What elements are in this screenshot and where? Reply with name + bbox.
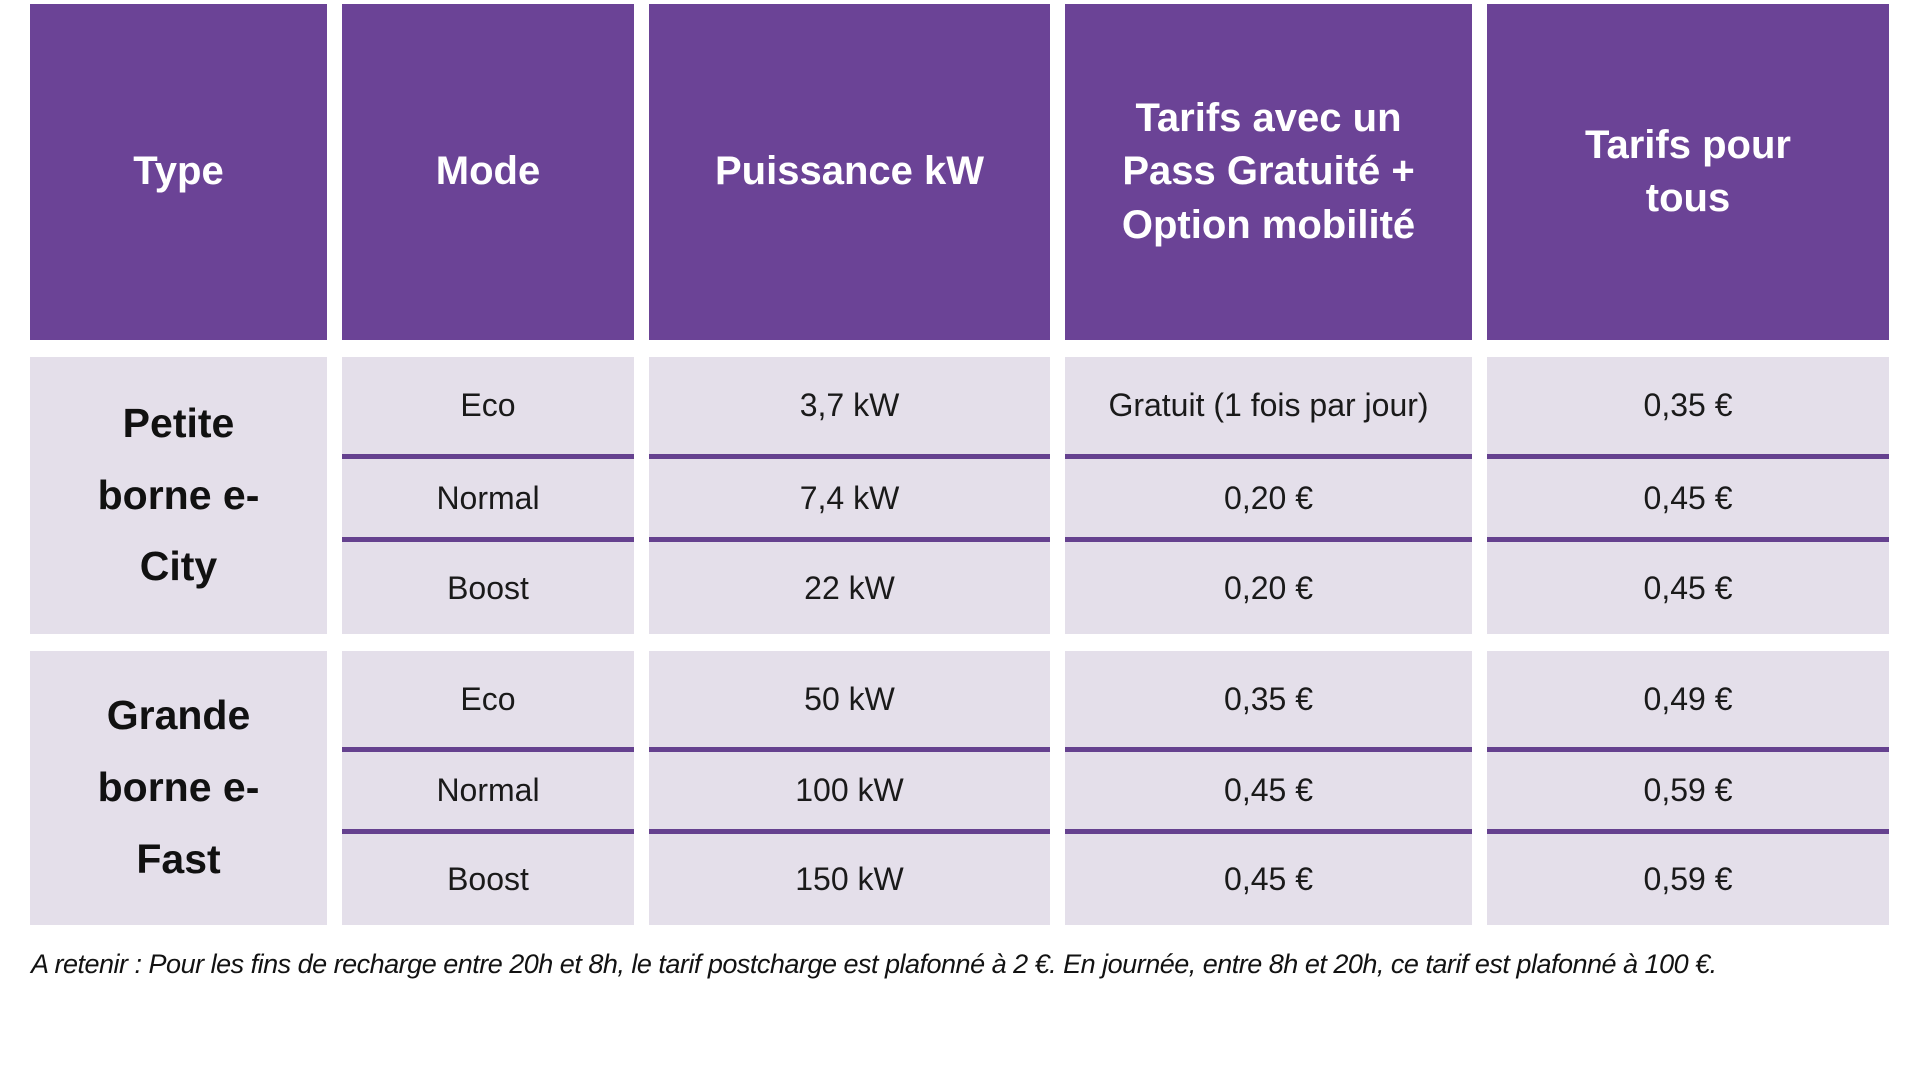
header-cell-tarifs-tous: Tarifs pour tous (1487, 4, 1889, 340)
table-cell-power: 50 kW (649, 651, 1050, 753)
header-cell-mode: Mode (342, 4, 634, 340)
mode-column-efast: Eco Normal Boost (342, 651, 634, 925)
type-label-ecity: Petite borne e-City (97, 399, 260, 590)
tarif-tous-column-ecity: 0,35 € 0,45 € 0,45 € (1487, 357, 1889, 634)
table-cell-mode: Boost (447, 861, 529, 898)
table-cell-mode: Eco (342, 357, 634, 460)
power-column-ecity: 3,7 kW 7,4 kW 22 kW (649, 357, 1050, 634)
table-cell-mode: Boost (447, 569, 529, 606)
tarif-pass-column-ecity: Gratuit (1 fois par jour) 0,20 € 0,20 € (1065, 357, 1472, 634)
table-cell-tarif-pass: 0,20 € (1065, 459, 1472, 543)
table-cell-tarif-tous: 0,45 € (1643, 569, 1733, 606)
table-cell-power: 7,4 kW (649, 459, 1050, 543)
header-label-tarifs-tous: Tarifs pour tous (1585, 122, 1791, 220)
table-cell-tarif-tous: 0,49 € (1487, 651, 1889, 753)
table-cell-mode: Normal (342, 752, 634, 835)
table-cell-power: 22 kW (804, 569, 895, 606)
type-cell-efast: Grande borne e-Fast (30, 651, 327, 925)
table-cell-tarif-pass: 0,45 € (1224, 861, 1313, 898)
table-cell-power: 150 kW (795, 861, 904, 898)
table-cell-tarif-tous: 0,45 € (1487, 459, 1889, 543)
tarif-pass-column-efast: 0,35 € 0,45 € 0,45 € (1065, 651, 1472, 925)
table-cell-power: 3,7 kW (649, 357, 1050, 460)
header-cell-puissance: Puissance kW (649, 4, 1050, 340)
table-cell-tarif-pass: 0,45 € (1065, 752, 1472, 835)
tarif-tous-column-efast: 0,49 € 0,59 € 0,59 € (1487, 651, 1889, 925)
table-cell-power: 100 kW (649, 752, 1050, 835)
power-column-efast: 50 kW 100 kW 150 kW (649, 651, 1050, 925)
header-cell-tarifs-pass: Tarifs avec un Pass Gratuité + Option mo… (1065, 4, 1472, 340)
table-cell-tarif-pass: 0,35 € (1065, 651, 1472, 753)
type-label-efast: Grande borne e-Fast (97, 692, 260, 882)
header-label-tarifs-pass: Tarifs avec un Pass Gratuité + Option mo… (1121, 96, 1416, 247)
pricing-table: Type Mode Puissance kW Tarifs avec un Pa… (30, 4, 1889, 925)
table-cell-tarif-pass: Gratuit (1 fois par jour) (1065, 357, 1472, 460)
table-cell-mode: Normal (342, 459, 634, 543)
header-label-mode: Mode (435, 149, 541, 194)
type-cell-ecity: Petite borne e-City (30, 357, 327, 634)
footnote: A retenir : Pour les fins de recharge en… (31, 949, 1717, 979)
table-cell-mode: Eco (342, 651, 634, 753)
table-cell-tarif-tous: 0,59 € (1487, 752, 1889, 835)
header-label-type: Type (133, 149, 224, 194)
header-cell-type: Type (30, 4, 327, 340)
mode-column-ecity: Eco Normal Boost (342, 357, 634, 634)
header-label-puissance: Puissance kW (714, 149, 984, 194)
table-cell-tarif-tous: 0,59 € (1643, 861, 1733, 898)
table-cell-tarif-tous: 0,35 € (1487, 357, 1889, 460)
table-cell-tarif-pass: 0,20 € (1224, 569, 1313, 606)
